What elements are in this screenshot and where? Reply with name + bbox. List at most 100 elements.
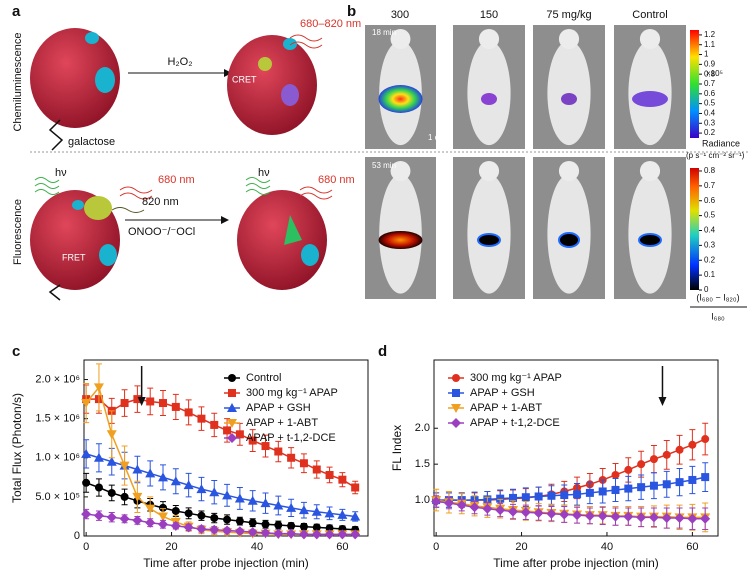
time-label: 18 min [372, 28, 396, 37]
colorbar-tick-label: 0.8 [704, 69, 716, 78]
colorbar-tick-label: 0.2 [704, 128, 716, 137]
y-axis-label: FL Index [390, 425, 404, 471]
point [222, 525, 233, 536]
point [273, 528, 284, 539]
point [298, 505, 309, 515]
formula: (I₆₈₀ − I₈₂₀) [696, 292, 739, 302]
colorbar-tick-label: 1.2 [704, 30, 716, 39]
point [273, 500, 284, 510]
point [184, 509, 193, 518]
point [223, 515, 232, 524]
point [286, 528, 297, 539]
point [598, 487, 607, 496]
emission: 680–820 nm [300, 18, 361, 30]
point [675, 445, 684, 454]
point [338, 475, 347, 484]
point [133, 395, 142, 404]
x-tick-label: 60 [336, 541, 348, 553]
point [106, 512, 117, 523]
point [547, 491, 556, 500]
signal [638, 233, 662, 247]
multiplier: ×10⁵ [706, 69, 723, 78]
legend-label: APAP + 1-ABT [246, 417, 318, 429]
y-tick-label: 5.0 × 10⁵ [35, 491, 80, 503]
series-line [436, 476, 706, 501]
colorbar-tick-label: 0.6 [704, 196, 716, 205]
reagent: H₂O₂ [167, 56, 192, 68]
point [312, 523, 321, 532]
point [675, 478, 684, 487]
plot-frame [433, 359, 719, 537]
point [261, 520, 270, 529]
point [661, 513, 672, 524]
emission: 680 nm [158, 174, 195, 186]
colorbar [690, 30, 699, 138]
point [234, 526, 245, 537]
point [228, 374, 236, 382]
point [235, 517, 244, 526]
point [170, 476, 181, 486]
point [701, 473, 710, 482]
point [350, 511, 361, 521]
point [93, 452, 104, 462]
point [452, 374, 460, 382]
signal [378, 231, 423, 249]
icon [84, 196, 112, 220]
point [337, 509, 348, 519]
colorbar-tick-label: 0.9 [704, 59, 716, 68]
point [469, 502, 480, 513]
column-label: 75 mg/kg [546, 9, 591, 21]
point [145, 468, 156, 478]
nanoparticle [237, 190, 327, 290]
mouse-head [478, 29, 500, 49]
point [325, 470, 334, 479]
colorbar-tick-label: 0 [704, 285, 709, 294]
point [145, 517, 156, 528]
point [521, 493, 530, 502]
series-line [436, 500, 706, 520]
wave [289, 34, 323, 49]
point [274, 521, 283, 530]
point [452, 389, 460, 397]
point [451, 404, 461, 413]
point [624, 484, 633, 493]
signal [558, 232, 580, 248]
point [287, 453, 296, 462]
mouse-head [558, 161, 580, 181]
point [227, 419, 237, 428]
x-tick-label: 40 [601, 541, 613, 553]
time-label: 53 min [372, 161, 396, 170]
point [509, 493, 518, 502]
colorbar-unit: (p s⁻¹ cm⁻² sr⁻¹) [686, 151, 745, 160]
icon [258, 57, 272, 71]
point [132, 515, 143, 526]
colorbar-tick-label: 1.1 [704, 40, 716, 49]
point [624, 465, 633, 474]
mouse-head [390, 29, 411, 49]
wave [34, 177, 60, 195]
wave [299, 186, 333, 200]
point [623, 511, 634, 522]
panel-b: b 300 150 75 mg/kg Control [347, 3, 686, 299]
point [431, 496, 442, 507]
charts: c Time after probe injection (min) Total F… [10, 343, 719, 570]
icon [283, 38, 297, 50]
point [351, 483, 360, 492]
arrowhead [658, 397, 667, 406]
y-tick-label: 1.5 [415, 458, 430, 470]
signal [632, 91, 668, 107]
point [610, 511, 621, 522]
point [106, 430, 117, 440]
point [145, 504, 156, 514]
point [533, 508, 544, 519]
point [132, 492, 143, 502]
y-tick-label: 1.0 × 10⁶ [35, 452, 80, 464]
point [159, 503, 168, 512]
colorbar [690, 168, 699, 290]
point [688, 475, 697, 484]
legend-label: Control [246, 372, 281, 384]
reagent: ONOO⁻/⁻OCl [128, 226, 195, 238]
point [637, 483, 646, 492]
column-label: Control [632, 9, 667, 21]
